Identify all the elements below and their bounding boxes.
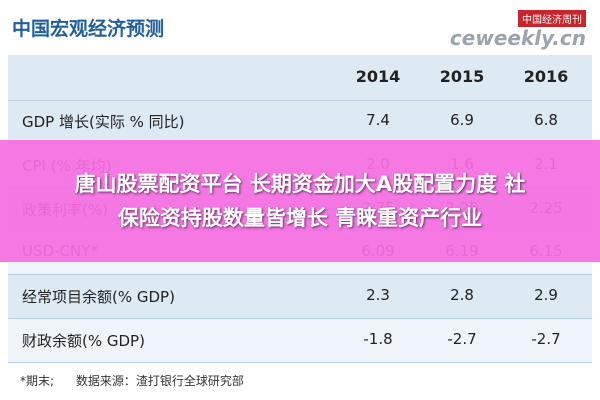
table-row: GDP 增长(实际 % 同比) 7.4 6.9 6.8 xyxy=(8,100,592,144)
cell: 2.3 xyxy=(366,286,390,305)
footer-note: *期末; xyxy=(20,374,55,388)
table-row: 经常项目余额(% GDP) 2.3 2.8 2.9 xyxy=(8,275,592,319)
table-row: 财政余额(% GDP) -1.8 -2.7 -2.7 xyxy=(8,319,592,363)
row-label: 经常项目余额(% GDP) xyxy=(22,288,175,307)
cell: -2.7 xyxy=(447,330,477,348)
header-row: 2014 2015 2016 xyxy=(8,55,592,101)
cell: 2.8 xyxy=(450,286,474,305)
cell: -1.8 xyxy=(363,330,393,348)
footer: *期末; 数据来源：渣打银行全球研究部 xyxy=(20,372,262,389)
logo: 中国经济周刊 ceweekly.cn xyxy=(450,8,586,49)
row-label: 财政余额(% GDP) xyxy=(22,332,145,350)
title: 中国宏观经济预测 xyxy=(12,18,165,40)
cell: 6.9 xyxy=(450,111,474,129)
overlay-line: 保险资持股数量皆增长 青睐重资产行业 xyxy=(117,206,483,230)
logo-site: ceweekly.cn xyxy=(449,26,586,50)
cell: 7.4 xyxy=(366,111,390,129)
overlay-banner: 唐山股票配资平台 长期资金加大A股配置力度 社保险资持股数量皆增长 青睐重资产行… xyxy=(0,140,600,262)
column-header: 2015 xyxy=(439,67,485,86)
cell: 2.9 xyxy=(534,286,558,305)
logo-name: 中国经济周刊 xyxy=(518,10,586,27)
column-header: 2016 xyxy=(523,67,569,86)
overlay-line: 唐山股票配资平台 长期资金加大A股配置力度 社 xyxy=(74,172,526,196)
cell: -2.7 xyxy=(531,330,561,348)
cell: 6.8 xyxy=(534,111,558,129)
row-label: GDP 增长(实际 % 同比) xyxy=(22,113,185,131)
footer-source: 数据来源：渣打银行全球研究部 xyxy=(75,374,244,388)
column-header: 2014 xyxy=(355,67,401,86)
